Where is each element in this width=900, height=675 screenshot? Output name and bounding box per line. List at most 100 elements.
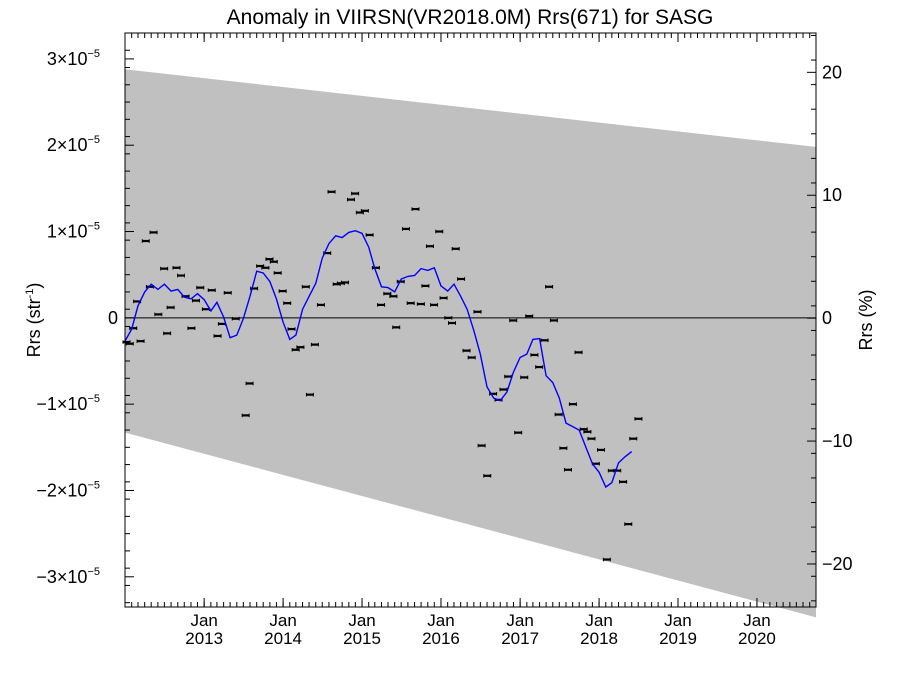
data-point [283, 301, 292, 305]
right-tick-label: 0 [822, 308, 832, 328]
data-point [473, 310, 482, 314]
data-point [301, 284, 310, 289]
data-point [310, 342, 319, 347]
data-point [261, 265, 270, 270]
data-point [278, 289, 287, 293]
data-point [187, 326, 196, 330]
left-tick-label: −1×10−5 [36, 393, 100, 414]
left-y-axis: 3×10−5 2×10−5 1×10−5 0 −1×10−5 −2×10−5 −3×10−5 [36, 48, 134, 604]
data-point [613, 468, 622, 473]
data-point [540, 338, 549, 343]
data-point [172, 265, 181, 270]
y-axis-label-left: Rrs (str-1) [24, 283, 44, 358]
data-point [287, 327, 296, 331]
x-tick-year: 2018 [580, 629, 618, 648]
x-tick-year: 2019 [659, 629, 697, 648]
data-point [624, 522, 633, 526]
data-point [241, 413, 250, 418]
data-point [231, 316, 240, 321]
running-mean-line [124, 229, 633, 489]
data-point [457, 277, 466, 281]
data-point [360, 209, 369, 213]
data-point [396, 279, 405, 284]
x-tick-month: Jan [348, 611, 375, 630]
data-point [136, 339, 145, 343]
data-point [514, 430, 523, 435]
x-tick-month: Jan [190, 611, 217, 630]
data-point [549, 318, 558, 323]
data-point [425, 244, 434, 248]
data-point [196, 285, 205, 290]
data-point [383, 291, 392, 296]
data-point [166, 305, 175, 310]
right-y-axis: 20 10 0 −10 −20 [807, 34, 853, 602]
data-point [273, 271, 282, 275]
left-tick-label: 0 [108, 308, 118, 328]
data-point [392, 325, 401, 330]
left-tick-label: 1×10−5 [47, 221, 100, 242]
data-point [568, 402, 577, 406]
data-point [574, 350, 583, 355]
data-point [579, 427, 588, 431]
x-tick-year: 2015 [343, 629, 381, 648]
data-point [509, 318, 518, 323]
data-point [207, 288, 216, 293]
data-point [525, 314, 534, 318]
data-point [439, 296, 448, 300]
right-tick-label: −10 [822, 431, 853, 451]
uncertainty-band [125, 69, 816, 618]
series-layer [122, 190, 643, 562]
x-tick-year: 2014 [264, 629, 302, 648]
data-point [347, 197, 356, 202]
data-point [305, 392, 314, 397]
data-point [389, 294, 398, 299]
data-point [535, 365, 544, 369]
left-tick-label: −3×10−5 [36, 566, 100, 587]
data-point [421, 284, 430, 288]
right-tick-label: −20 [822, 554, 853, 574]
x-tick-month: Jan [743, 611, 770, 630]
data-point [554, 412, 563, 417]
data-point [245, 381, 254, 386]
data-point [462, 348, 471, 353]
x-axis: Jan2013Jan2014Jan2015Jan2016Jan2017Jan20… [131, 33, 811, 648]
data-point [597, 448, 606, 452]
x-tick-month: Jan [664, 611, 691, 630]
data-point [563, 467, 572, 472]
data-point [177, 273, 186, 278]
left-tick-label: 2×10−5 [47, 134, 100, 155]
chart-title: Anomaly in VIIRSN(VR2018.0M) Rrs(671) fo… [227, 6, 714, 29]
data-point [265, 257, 274, 261]
x-tick-year: 2017 [501, 629, 539, 648]
data-point [520, 375, 529, 380]
data-point [451, 246, 460, 251]
data-point [223, 291, 232, 295]
x-tick-month: Jan [269, 611, 296, 630]
x-tick-month: Jan [427, 611, 454, 630]
data-point [602, 557, 611, 562]
right-tick-label: 20 [822, 62, 842, 82]
data-point [129, 326, 138, 330]
data-point [163, 331, 172, 336]
data-point [149, 230, 158, 235]
data-point [365, 233, 374, 237]
data-point [448, 321, 457, 325]
data-point [371, 265, 380, 270]
data-point [430, 303, 439, 307]
data-point [444, 316, 453, 320]
data-point [435, 229, 444, 234]
data-point [583, 429, 592, 434]
data-point [141, 239, 150, 243]
data-point [296, 345, 305, 349]
data-point [416, 302, 425, 306]
data-point [406, 301, 415, 305]
uncertainty-band-layer [125, 69, 816, 618]
data-point [467, 355, 476, 360]
x-tick-year: 2013 [185, 629, 223, 648]
data-point [327, 190, 336, 194]
data-point [401, 227, 410, 231]
data-point [213, 334, 222, 338]
data-point [160, 266, 169, 271]
x-tick-year: 2020 [738, 629, 776, 648]
